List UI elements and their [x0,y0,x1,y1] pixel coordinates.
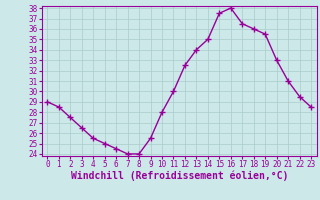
X-axis label: Windchill (Refroidissement éolien,°C): Windchill (Refroidissement éolien,°C) [70,171,288,181]
